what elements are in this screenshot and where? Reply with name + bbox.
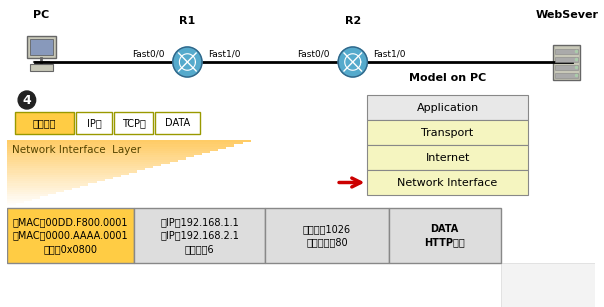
FancyBboxPatch shape xyxy=(7,183,89,185)
Text: PC: PC xyxy=(33,10,50,20)
Text: 4: 4 xyxy=(22,94,31,107)
FancyBboxPatch shape xyxy=(7,168,145,170)
Text: DATA
HTTP荷载: DATA HTTP荷载 xyxy=(425,224,465,247)
Text: Internet: Internet xyxy=(425,153,470,162)
FancyBboxPatch shape xyxy=(30,39,53,55)
FancyBboxPatch shape xyxy=(555,72,579,77)
FancyBboxPatch shape xyxy=(7,170,137,173)
FancyBboxPatch shape xyxy=(7,192,56,194)
Text: Model on PC: Model on PC xyxy=(409,73,486,83)
FancyBboxPatch shape xyxy=(7,188,72,190)
FancyBboxPatch shape xyxy=(7,160,178,162)
FancyBboxPatch shape xyxy=(7,194,48,196)
FancyBboxPatch shape xyxy=(7,190,64,192)
Circle shape xyxy=(338,47,367,77)
FancyBboxPatch shape xyxy=(7,199,32,201)
FancyBboxPatch shape xyxy=(7,151,210,153)
FancyBboxPatch shape xyxy=(367,120,528,145)
Text: Fast0/0: Fast0/0 xyxy=(298,49,330,58)
FancyBboxPatch shape xyxy=(7,185,80,188)
FancyBboxPatch shape xyxy=(501,263,595,307)
FancyBboxPatch shape xyxy=(7,175,121,177)
Text: Fast1/0: Fast1/0 xyxy=(208,49,240,58)
Text: Network Interface: Network Interface xyxy=(397,177,498,188)
FancyBboxPatch shape xyxy=(76,112,112,134)
Text: 源IP：192.168.1.1
目IP：192.168.2.1
协议号：6: 源IP：192.168.1.1 目IP：192.168.2.1 协议号：6 xyxy=(160,217,239,254)
FancyBboxPatch shape xyxy=(134,208,265,263)
Text: Fast0/0: Fast0/0 xyxy=(132,49,165,58)
FancyBboxPatch shape xyxy=(7,173,129,175)
FancyBboxPatch shape xyxy=(7,181,97,183)
Text: 源MAC：00DD.F800.0001
目MAC：0000.AAAA.0001
类型：0x0800: 源MAC：00DD.F800.0001 目MAC：0000.AAAA.0001 … xyxy=(13,217,129,254)
FancyBboxPatch shape xyxy=(7,155,194,157)
FancyBboxPatch shape xyxy=(7,177,113,179)
Text: TCP头: TCP头 xyxy=(122,118,146,128)
FancyBboxPatch shape xyxy=(155,112,200,134)
FancyBboxPatch shape xyxy=(7,0,595,307)
FancyBboxPatch shape xyxy=(7,179,104,181)
FancyBboxPatch shape xyxy=(555,49,579,53)
FancyBboxPatch shape xyxy=(367,95,528,120)
FancyBboxPatch shape xyxy=(7,146,226,149)
FancyBboxPatch shape xyxy=(7,208,134,263)
FancyBboxPatch shape xyxy=(7,164,161,166)
Text: Network Interface  Layer: Network Interface Layer xyxy=(12,145,141,155)
FancyBboxPatch shape xyxy=(15,112,74,134)
FancyBboxPatch shape xyxy=(555,56,579,61)
Text: IP头: IP头 xyxy=(86,118,101,128)
FancyBboxPatch shape xyxy=(114,112,153,134)
FancyBboxPatch shape xyxy=(7,157,186,160)
FancyBboxPatch shape xyxy=(7,149,218,151)
FancyBboxPatch shape xyxy=(7,142,243,144)
FancyBboxPatch shape xyxy=(265,208,389,263)
Text: R1: R1 xyxy=(179,16,196,26)
FancyBboxPatch shape xyxy=(7,153,202,155)
FancyBboxPatch shape xyxy=(389,208,501,263)
Text: 源端口号1026
目的端口号80: 源端口号1026 目的端口号80 xyxy=(303,224,351,247)
FancyBboxPatch shape xyxy=(7,166,153,168)
FancyBboxPatch shape xyxy=(30,64,53,71)
Circle shape xyxy=(173,47,202,77)
Text: 以太网头: 以太网头 xyxy=(33,118,56,128)
FancyBboxPatch shape xyxy=(27,36,56,58)
Text: Fast1/0: Fast1/0 xyxy=(373,49,406,58)
Text: Transport: Transport xyxy=(422,127,474,138)
Text: DATA: DATA xyxy=(165,118,190,128)
FancyBboxPatch shape xyxy=(7,140,251,142)
Text: Application: Application xyxy=(417,103,479,112)
FancyBboxPatch shape xyxy=(367,170,528,195)
FancyBboxPatch shape xyxy=(555,64,579,69)
FancyBboxPatch shape xyxy=(553,45,580,80)
FancyBboxPatch shape xyxy=(7,196,40,199)
FancyBboxPatch shape xyxy=(367,145,528,170)
FancyBboxPatch shape xyxy=(7,144,234,146)
Circle shape xyxy=(18,91,36,109)
FancyBboxPatch shape xyxy=(7,162,170,164)
Text: WebSever: WebSever xyxy=(535,10,599,20)
Text: R2: R2 xyxy=(345,16,361,26)
